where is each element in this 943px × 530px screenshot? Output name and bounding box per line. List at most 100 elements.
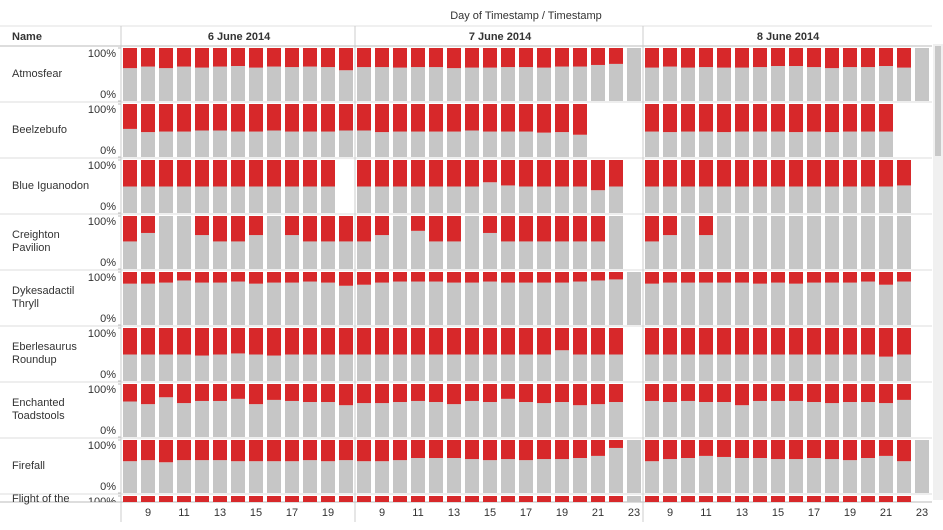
bar-segment xyxy=(573,104,587,135)
bar-segment xyxy=(447,384,461,405)
bar-segment xyxy=(717,456,731,493)
bar-segment xyxy=(411,67,425,101)
bar-segment xyxy=(879,496,893,502)
x-tick-label: 23 xyxy=(916,507,928,519)
bar-segment xyxy=(609,272,623,280)
bar-segment xyxy=(429,281,443,325)
bar-segment xyxy=(393,440,407,461)
bar-segment xyxy=(483,182,497,213)
bar-segment xyxy=(591,216,605,242)
bar-segment xyxy=(663,384,677,403)
bar-segment xyxy=(591,160,605,191)
bar-segment xyxy=(141,460,155,493)
bar-segment xyxy=(735,104,749,132)
scrollbar-track[interactable] xyxy=(933,44,943,500)
bar-segment xyxy=(285,160,299,187)
x-tick-label: 15 xyxy=(484,507,496,519)
bar-segment xyxy=(465,459,479,493)
bar-segment xyxy=(177,104,191,132)
bar-segment xyxy=(285,400,299,437)
bar-segment xyxy=(771,328,785,355)
bar-segment xyxy=(789,459,803,493)
bar-segment xyxy=(537,241,551,269)
bar-segment xyxy=(897,461,911,493)
bar-segment xyxy=(123,186,137,213)
bar-segment xyxy=(339,405,353,437)
bar-segment xyxy=(339,384,353,406)
bar-segment xyxy=(843,160,857,187)
bar-segment xyxy=(789,104,803,133)
bar-segment xyxy=(681,104,695,132)
bar-segment xyxy=(591,328,605,355)
bar-segment xyxy=(231,104,245,132)
bar-segment xyxy=(177,440,191,461)
bar-segment xyxy=(591,455,605,493)
bar-segment xyxy=(717,328,731,355)
bar-segment xyxy=(609,216,623,269)
bar-segment xyxy=(555,459,569,493)
bar-segment xyxy=(447,404,461,437)
bar-segment xyxy=(519,131,533,157)
bar-segment xyxy=(663,235,677,269)
bar-segment xyxy=(699,48,713,68)
bar-segment xyxy=(753,48,767,68)
bar-segment xyxy=(519,104,533,132)
bar-segment xyxy=(177,66,191,101)
bar-segment xyxy=(807,48,821,68)
bar-segment xyxy=(285,354,299,381)
bar-segment xyxy=(789,496,803,502)
bar-segment xyxy=(879,455,893,493)
bar-segment xyxy=(267,186,281,213)
bar-segment xyxy=(393,460,407,493)
bar-segment xyxy=(303,402,317,437)
bar-segment xyxy=(231,66,245,101)
name-header: Name xyxy=(12,31,42,43)
bar-segment xyxy=(429,402,443,437)
bar-segment xyxy=(645,104,659,132)
bar-segment xyxy=(303,160,317,187)
bar-segment xyxy=(753,216,767,269)
bar-segment xyxy=(807,67,821,101)
bar-segment xyxy=(591,496,605,502)
bar-segment xyxy=(303,281,317,325)
bar-segment xyxy=(717,216,731,269)
bar-segment xyxy=(645,496,659,502)
bar-segment xyxy=(663,272,677,283)
bar-segment xyxy=(555,517,569,530)
bar-segment xyxy=(411,160,425,187)
bar-segment xyxy=(339,241,353,269)
scrollbar-thumb[interactable] xyxy=(935,46,941,156)
bar-segment xyxy=(807,440,821,459)
bar-segment xyxy=(879,66,893,101)
bar-segment xyxy=(321,160,335,187)
bar-segment xyxy=(159,384,173,398)
bar-segment xyxy=(123,272,137,284)
bar-segment xyxy=(897,185,911,213)
bar-segment xyxy=(663,282,677,325)
bar-segment xyxy=(195,104,209,131)
bar-segment xyxy=(123,241,137,269)
bar-segment xyxy=(375,517,389,530)
bar-segment xyxy=(681,440,695,459)
bar-segment xyxy=(843,496,857,502)
bar-segment xyxy=(267,216,281,269)
bar-segment xyxy=(285,282,299,325)
bar-segment xyxy=(177,280,191,325)
bar-segment xyxy=(771,459,785,493)
x-tick-label: 13 xyxy=(214,507,226,519)
bar-segment xyxy=(771,517,785,530)
bar-segment xyxy=(789,48,803,67)
bar-segment xyxy=(735,186,749,213)
bar-segment xyxy=(177,216,191,269)
bar-segment xyxy=(303,272,317,282)
bar-segment xyxy=(825,282,839,325)
bar-segment xyxy=(285,235,299,269)
bar-segment xyxy=(501,282,515,325)
bar-segment xyxy=(501,272,515,283)
bar-segment xyxy=(735,282,749,325)
bar-segment xyxy=(321,282,335,325)
bar-segment xyxy=(375,216,389,236)
bar-segment xyxy=(213,241,227,269)
bar-segment xyxy=(825,384,839,404)
bar-segment xyxy=(681,48,695,68)
